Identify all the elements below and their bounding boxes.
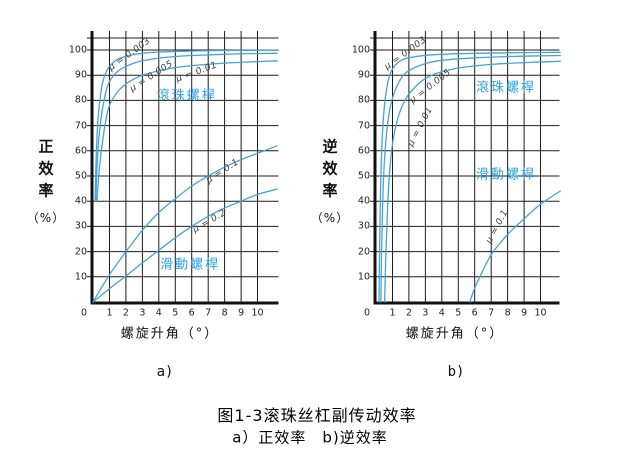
y-tick-label: 50: [74, 170, 87, 182]
y-tick-label: 10: [357, 271, 370, 283]
efficiency-curve-0.1: [92, 145, 278, 303]
y-axis-title-char: 率: [322, 181, 338, 200]
efficiency-curve-0.01: [96, 60, 278, 202]
x-axis-title: 螺旋升角（°）: [120, 326, 220, 342]
y-tick-label: 40: [74, 195, 87, 207]
x-tick-label: 2: [122, 307, 129, 319]
y-axis-title-char: 率: [38, 181, 54, 200]
x-tick-label: 1: [106, 307, 113, 319]
y-tick-label: 60: [74, 145, 87, 157]
x-tick-label: 7: [205, 307, 212, 319]
figure-subcaption: a）正效率 b)逆效率: [232, 428, 388, 447]
efficiency-curve-0.005: [95, 52, 278, 202]
x-tick-label: 1: [389, 307, 396, 319]
y-tick-label: 80: [74, 94, 87, 106]
y-axis-unit: （%）: [310, 211, 350, 225]
efficiency-curve-0.003: [378, 51, 561, 303]
efficiency-curve-0.1: [469, 190, 561, 303]
x-tick-label: 4: [438, 307, 445, 319]
y-axis-unit: （%）: [26, 211, 66, 225]
x-tick-label: 10: [534, 307, 547, 319]
y-tick-label: 60: [357, 145, 370, 157]
x-tick-label: 5: [172, 307, 179, 319]
y-axis-title-char: 逆: [322, 137, 338, 156]
x-tick-label: 3: [139, 307, 146, 319]
y-tick-label: 70: [357, 119, 370, 131]
y-tick-label: 80: [357, 94, 370, 106]
slide-screw-label: 滑動螺桿: [160, 257, 221, 273]
x-tick-label: 2: [405, 307, 412, 319]
x-tick-label: 10: [251, 307, 264, 319]
y-tick-label: 10: [74, 271, 87, 283]
ball-screw-label: 滾珠螺桿: [156, 88, 217, 104]
y-tick-label: 90: [357, 69, 370, 81]
y-tick-label: 40: [357, 195, 370, 207]
chart-sub-label: a): [156, 364, 174, 380]
x-tick-label: 0: [363, 307, 371, 319]
efficiency-curve-0.01: [383, 60, 561, 303]
x-tick-label: 8: [504, 307, 511, 319]
efficiency-curve-0.2: [92, 188, 278, 303]
y-tick-label: 30: [357, 220, 370, 232]
y-axis-title-char: 效: [38, 159, 54, 178]
y-tick-label: 50: [357, 170, 370, 182]
x-tick-label: 7: [488, 307, 495, 319]
efficiency-curve-0.005: [380, 54, 561, 303]
y-tick-label: 20: [357, 245, 370, 257]
efficiency-curve-0.003: [94, 49, 278, 202]
chart-sub-label: b): [447, 364, 465, 380]
x-tick-label: 6: [471, 307, 478, 319]
y-tick-label: 100: [351, 44, 370, 56]
x-tick-label: 5: [455, 307, 462, 319]
y-axis-title-char: 效: [322, 159, 338, 178]
x-tick-label: 9: [521, 307, 528, 319]
y-tick-label: 90: [74, 69, 87, 81]
x-tick-label: 9: [238, 307, 245, 319]
y-axis-title-char: 正: [38, 137, 54, 156]
x-tick-label: 8: [221, 307, 228, 319]
x-axis-title: 螺旋升角（°）: [405, 326, 505, 342]
slide-screw-label: 滑動螺桿: [475, 167, 537, 183]
x-tick-label: 3: [422, 307, 429, 319]
x-tick-label: 0: [80, 307, 88, 319]
y-tick-label: 100: [68, 44, 87, 56]
ball-screw-label: 滾珠螺桿: [475, 80, 537, 96]
x-tick-label: 6: [188, 307, 195, 319]
x-tick-label: 4: [155, 307, 162, 319]
figure-caption: 图1-3滚珠丝杠副传动效率: [217, 406, 417, 425]
y-tick-label: 30: [74, 220, 87, 232]
y-tick-label: 20: [74, 245, 87, 257]
y-tick-label: 70: [74, 119, 87, 131]
